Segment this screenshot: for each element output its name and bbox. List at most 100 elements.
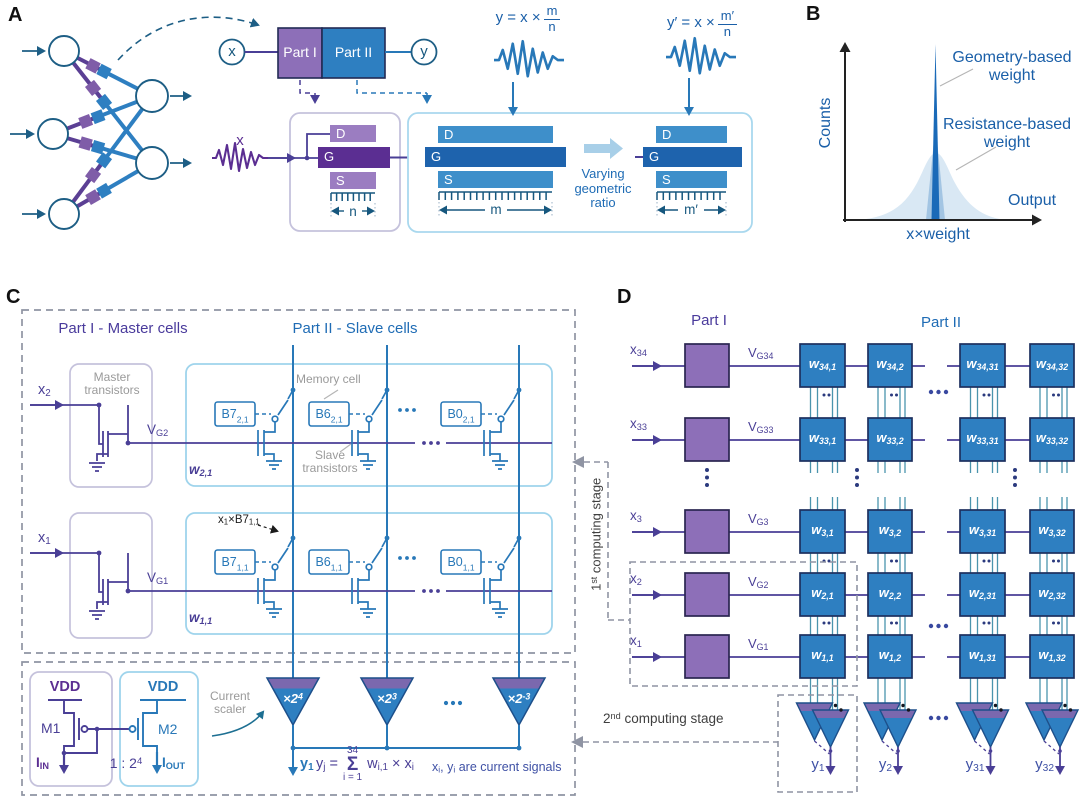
d-weight-cell-r0c3: w34,32 (1035, 356, 1069, 372)
d-ellipses (705, 389, 1017, 721)
d-weight-cell-r3c3: w2,32 (1038, 585, 1066, 601)
d-bit-lines (809, 387, 1068, 710)
d-weight-cell-r3c2: w2,31 (968, 585, 997, 601)
equation-2: y′ = x × m′ n (646, 9, 758, 38)
d-weight-cell-r2c3: w3,32 (1038, 522, 1066, 538)
signal-x-label: x (236, 132, 244, 149)
gate-line-ellipses (422, 441, 440, 593)
current-signals-note: xi, yi are current signals (432, 760, 562, 775)
label-leader-lines (323, 389, 352, 453)
y-node-label: y (420, 43, 428, 60)
d-vg-4: VG1 (748, 636, 769, 652)
scaler-x2p3: ×23 (377, 691, 397, 706)
stage1-label: 1st computing stage (588, 477, 604, 591)
d-weight-cell-r4c0: w1,1 (811, 647, 834, 663)
d-weight-cell-r4c3: w1,32 (1038, 647, 1066, 663)
scaler-dashed-box (21, 661, 576, 796)
part-expansion-dashes (299, 80, 432, 104)
memory-cell-b0-row1: B72,1 (221, 407, 249, 425)
d-input-3: x2 (630, 571, 642, 587)
d-output-1: y2 (878, 756, 892, 775)
d-weight-cell-r0c1: w34,2 (876, 356, 904, 372)
network-io-arrows (10, 46, 192, 219)
d-output-3: y32 (1035, 756, 1054, 775)
legend-resistance: Resistance-based weight (942, 116, 1072, 151)
c-weight-w11: w1,1 (189, 610, 213, 626)
d-vg-3: VG2 (748, 574, 769, 590)
d-output-0: y1 (811, 756, 825, 775)
gate3-dim: m′ (684, 202, 698, 217)
gate1-g: G (324, 149, 335, 164)
panel-a-label: A (8, 4, 23, 26)
vdd-left-label: VDD (49, 679, 81, 695)
cells-dashed-box (21, 309, 576, 654)
master-box-row1 (69, 363, 153, 488)
d-part1-label: Part I (691, 312, 727, 329)
d-input-2: x3 (630, 508, 642, 524)
stage2-label: 2nd computing stage (603, 711, 724, 726)
d-input-0: x34 (630, 342, 647, 358)
bus-lines (292, 345, 520, 678)
d-weight-cell-r1c3: w33,32 (1035, 430, 1069, 446)
d-weight-cell-r0c0: w34,1 (808, 356, 837, 372)
neural-network-edges (52, 49, 154, 216)
vdd-right-label: VDD (147, 679, 179, 695)
m1-label: M1 (41, 720, 61, 736)
m2-label: M2 (158, 721, 178, 737)
c-input-x1: x1 (38, 530, 51, 547)
c-vg2-label: VG2 (147, 422, 169, 438)
y-node-circle (410, 38, 438, 66)
m2-pmos (128, 699, 186, 774)
gate-lines (30, 400, 552, 592)
varying-ratio-arrow (584, 138, 623, 159)
part1-block (277, 27, 323, 79)
part2-label: Part II (334, 44, 373, 60)
iin-label: IIN (36, 755, 49, 771)
d-weight-cell-r1c2: w33,31 (966, 430, 999, 446)
varying-ratio-label: Varying geometric ratio (574, 166, 632, 211)
d-input-4: x1 (630, 633, 642, 649)
d-input-1: x33 (630, 416, 647, 432)
d-output-2: y31 (965, 756, 985, 775)
d-crossbar-grid (632, 343, 1075, 679)
neural-network-nodes (37, 35, 169, 230)
x-node-label: x (228, 43, 236, 60)
memory-cell-b1-row2: B61,1 (315, 555, 343, 573)
gate-width-rulers (330, 191, 727, 219)
d-weight-cell-r0c2: w34,31 (966, 356, 999, 372)
slave-transistors-label: Slave transistors (302, 448, 358, 476)
d-weight-cell-r3c0: w2,1 (811, 585, 834, 601)
scaler-x2m3: ×2-3 (507, 691, 531, 706)
master-box-row2 (69, 512, 153, 639)
d-weight-cell-r2c0: w3,1 (811, 522, 834, 538)
memory-cell-b1-row1: B62,1 (315, 407, 343, 425)
c-input-x2: x2 (38, 382, 51, 399)
c-output-y1: y1 (300, 756, 314, 773)
stage2-dashed-box (777, 694, 858, 793)
zoom-dashed-curve (117, 16, 260, 61)
y-axis-label: Counts (817, 97, 835, 149)
memory-cell-b2-row1: B02,1 (447, 407, 475, 425)
d-weight-cell-r3c1: w2,2 (878, 585, 902, 601)
c-weight-w21: w2,1 (189, 462, 213, 478)
x-axis-label: x×weight (906, 226, 970, 243)
c-vg1-label: VG1 (147, 570, 169, 586)
scaler-x2p4: ×24 (283, 691, 303, 706)
current-scaler-pointer (211, 710, 265, 737)
memory-cell-b0-row2: B71,1 (221, 555, 249, 573)
gate2-g: G (431, 149, 442, 164)
gate3-s: S (662, 172, 671, 187)
part1-master-title: Part I - Master cells (58, 320, 188, 337)
gate1-s: S (336, 173, 345, 188)
gate2-s: S (444, 172, 453, 187)
d-vg-1: VG33 (748, 419, 774, 435)
output-collect-line (288, 725, 520, 776)
iout-label: IOUT (162, 755, 186, 771)
d-weight-cell-r2c2: w3,31 (968, 522, 997, 538)
gate2-dim: m (490, 202, 502, 217)
d-part2-label: Part II (920, 314, 961, 331)
